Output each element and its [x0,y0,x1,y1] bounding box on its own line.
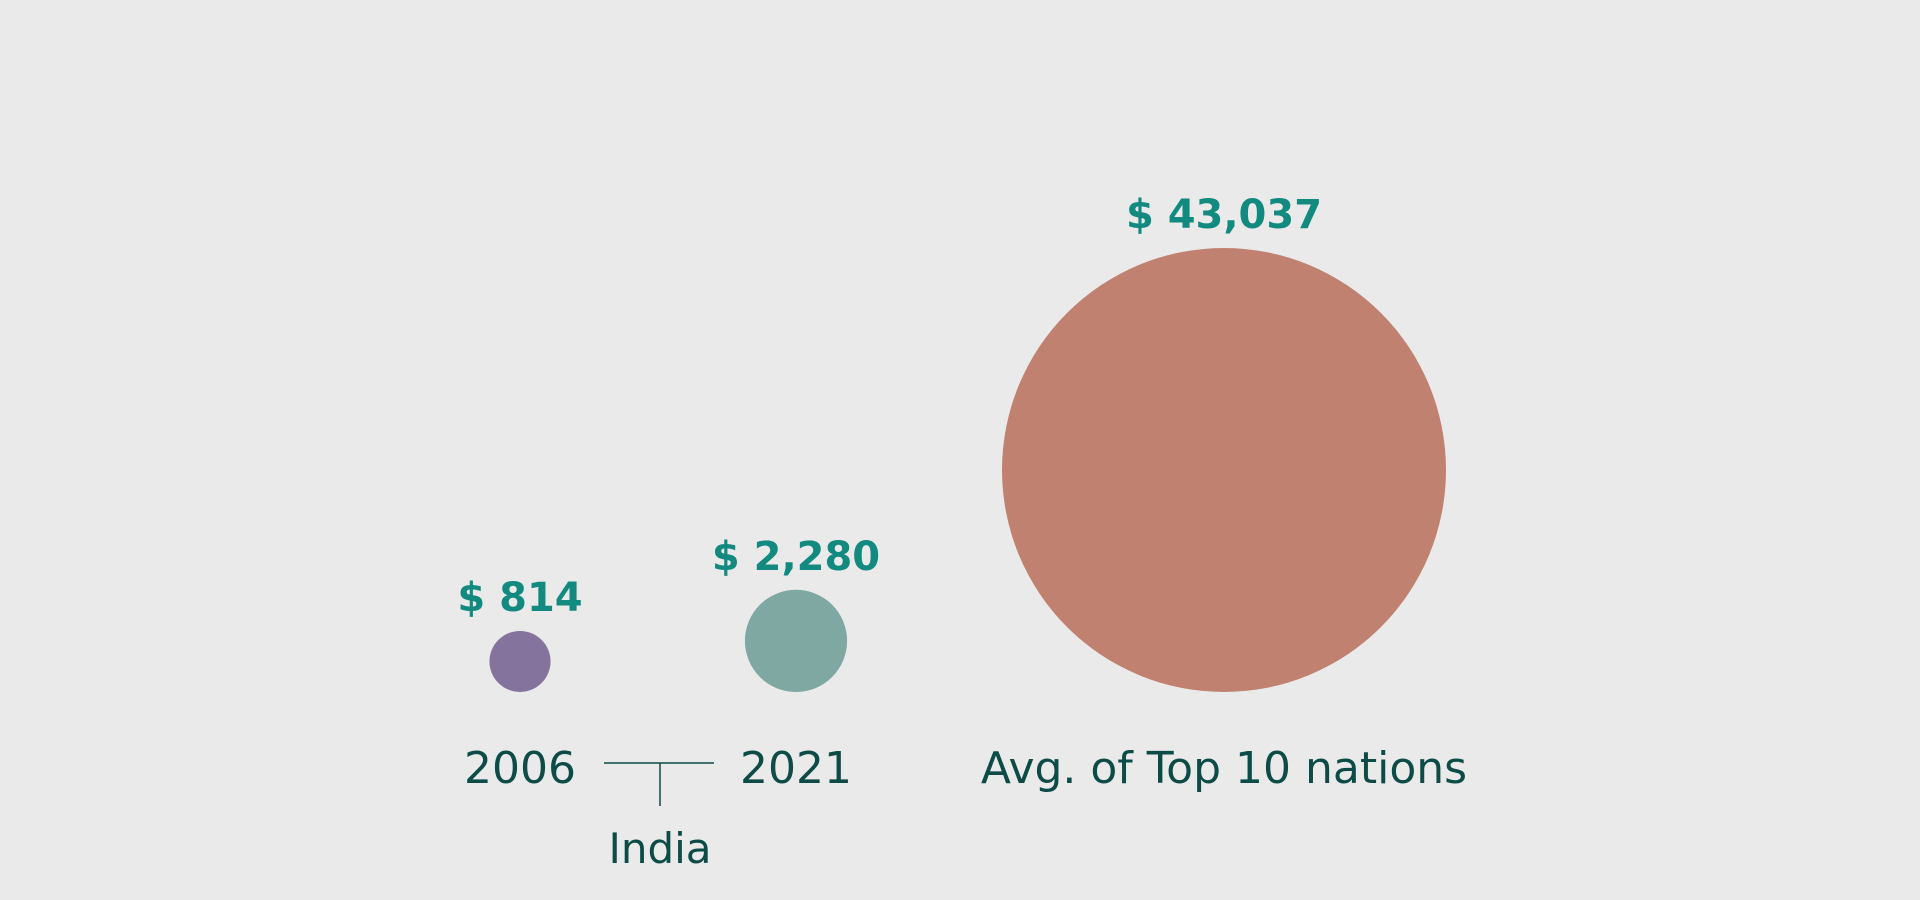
category-label-2: Avg. of Top 10 nations [981,743,1467,794]
value-labels-layer: $ 814 $ 2,280 $ 43,037 [457,192,1322,621]
bubble-1 [744,589,848,692]
value-label-2: $ 43,037 [1126,192,1322,238]
bubble-2 [1002,248,1446,692]
category-label-0: 2006 [464,743,576,794]
bubble-0 [489,630,551,692]
category-label-1: 2021 [740,743,852,794]
category-labels-layer: 2006 2021 Avg. of Top 10 nations [464,743,1467,794]
value-label-0: $ 814 [457,575,582,621]
value-label-1: $ 2,280 [712,534,880,580]
group-bracket: India [604,762,714,873]
group-label: India [608,824,711,873]
bubbles-layer [489,248,1446,692]
